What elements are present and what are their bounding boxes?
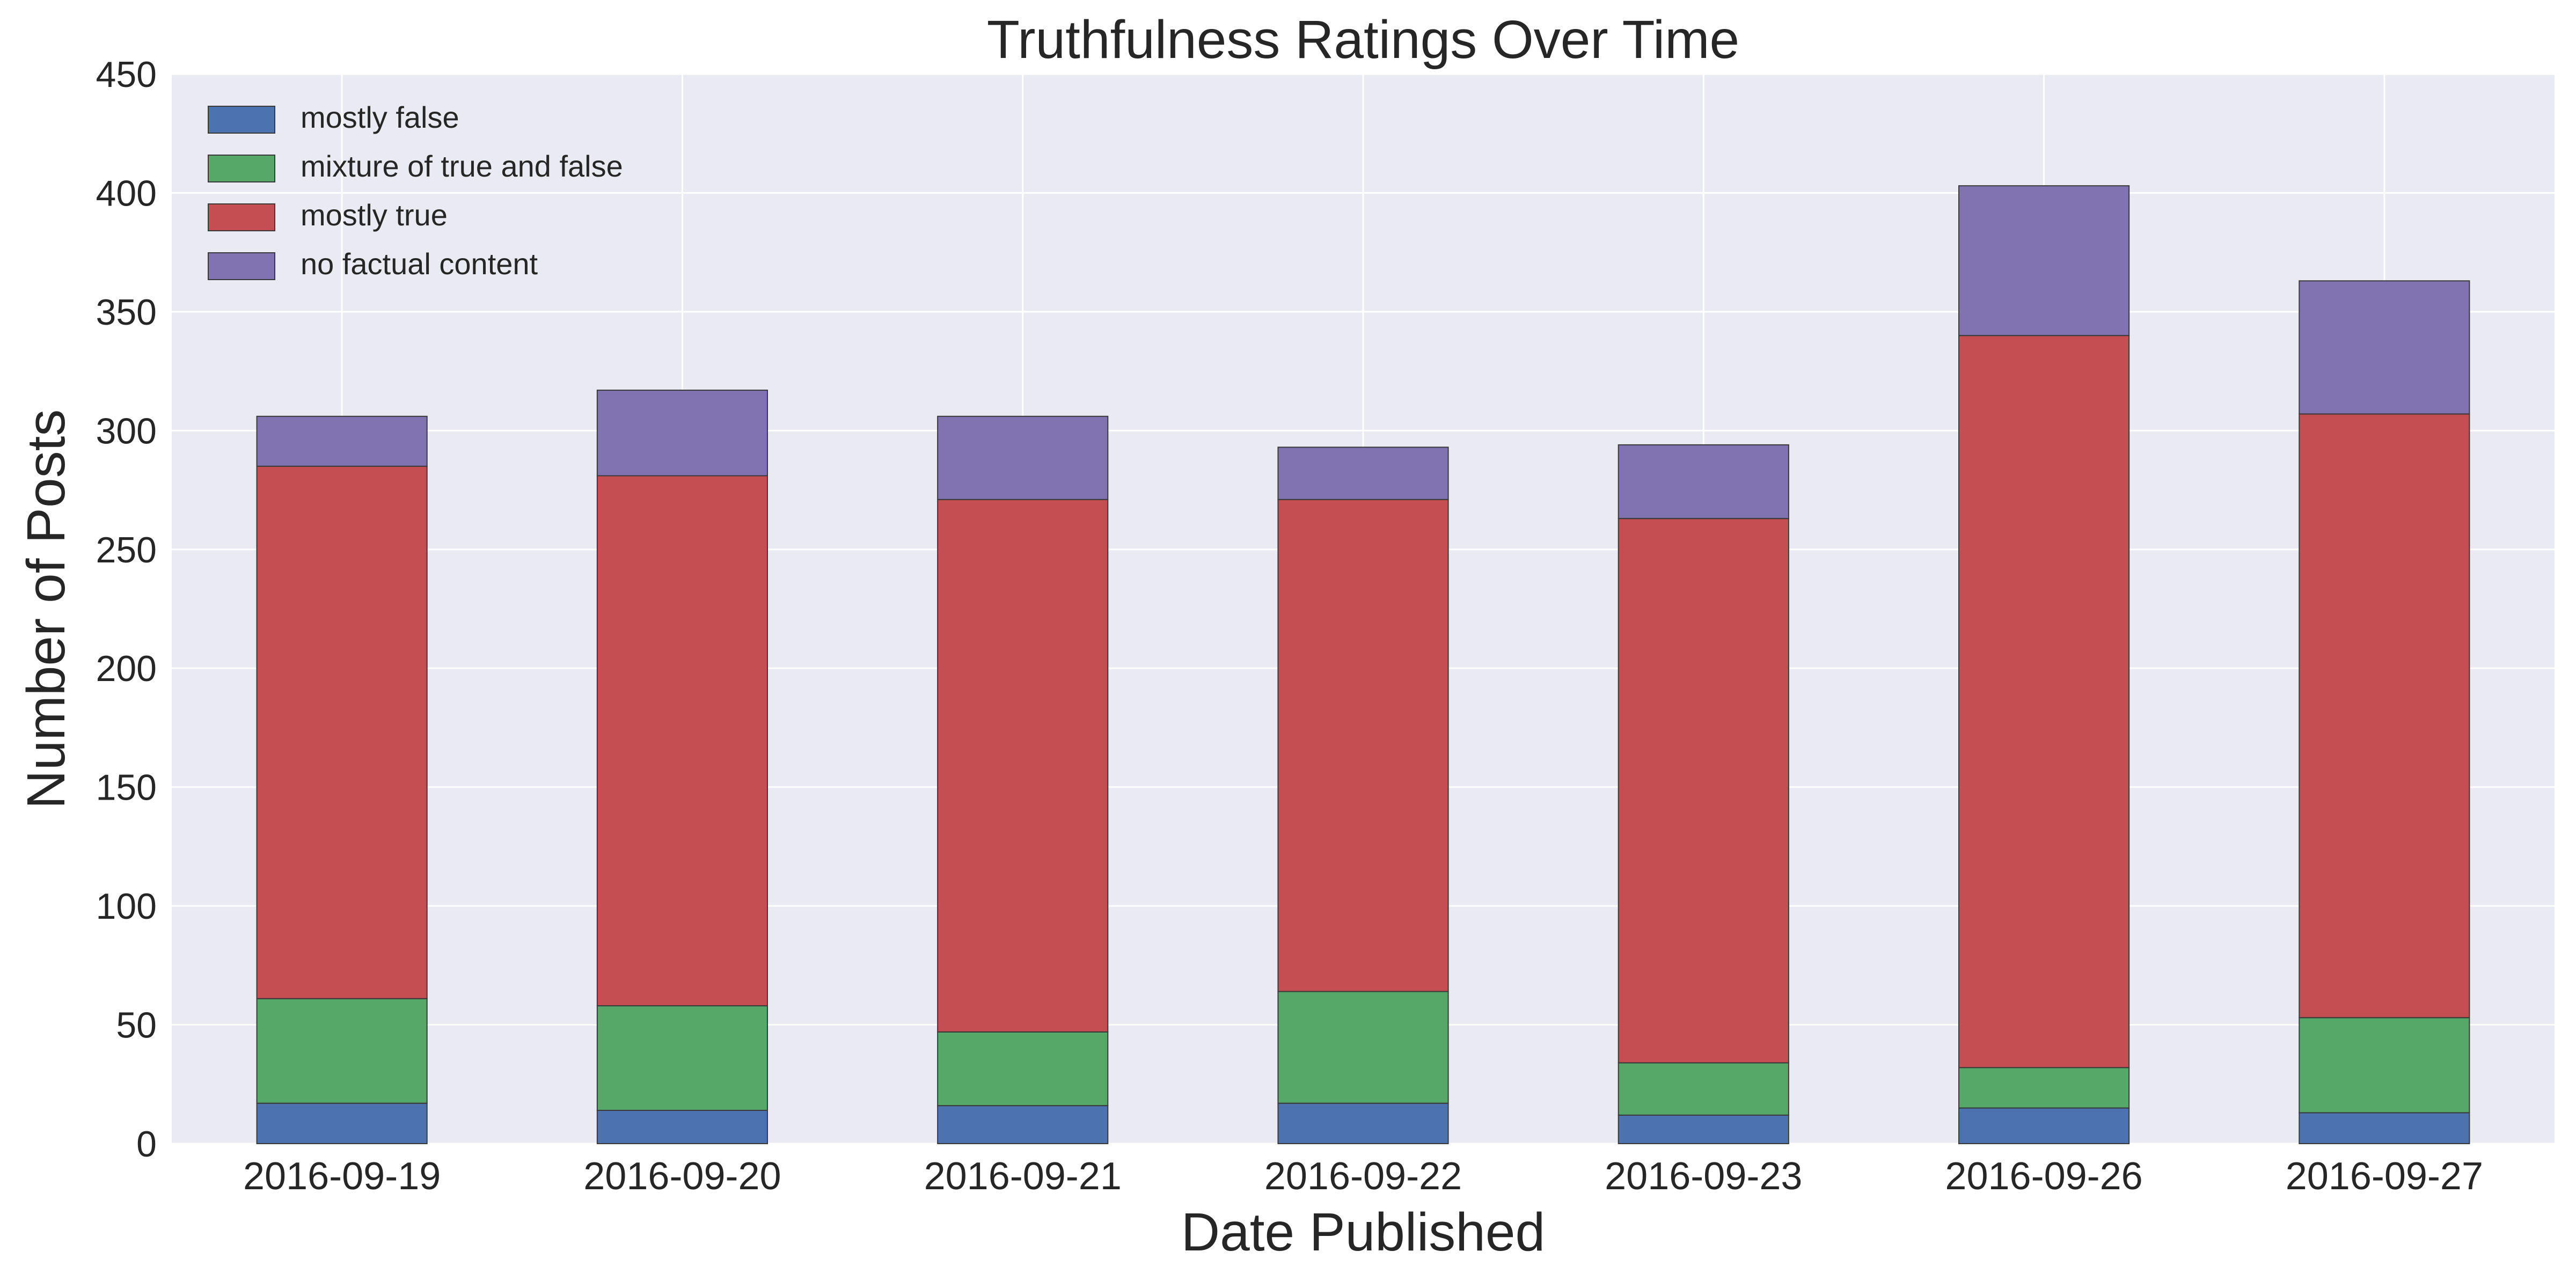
x-tick-label: 2016-09-21 xyxy=(924,1155,1122,1198)
x-tick-label: 2016-09-26 xyxy=(1945,1155,2142,1198)
bar-segment xyxy=(1958,1067,2130,1109)
bar-segment xyxy=(937,1031,1109,1107)
bar-segment xyxy=(596,1109,769,1145)
y-tick-label: 200 xyxy=(96,648,157,689)
bar-segment xyxy=(1277,1102,1449,1145)
y-tick-label: 100 xyxy=(96,886,157,927)
bar-segment xyxy=(596,1005,769,1111)
x-tick-label: 2016-09-19 xyxy=(243,1155,441,1198)
legend-swatch xyxy=(208,203,275,231)
chart-title: Truthfulness Ratings Over Time xyxy=(987,10,1739,70)
bar-segment xyxy=(1618,444,1789,519)
y-axis-label: Number of Posts xyxy=(16,409,76,809)
bar-segment xyxy=(1618,1114,1789,1144)
bar-segment xyxy=(1618,518,1789,1064)
bar-segment xyxy=(1958,335,2130,1069)
bar-segment xyxy=(1958,1107,2130,1144)
y-tick-label: 50 xyxy=(116,1005,157,1046)
bar-segment xyxy=(1277,991,1449,1104)
x-tick-label: 2016-09-27 xyxy=(2286,1155,2483,1198)
legend-label: no factual content xyxy=(301,247,538,281)
legend-swatch xyxy=(208,106,275,134)
y-tick-label: 0 xyxy=(136,1124,157,1165)
bar-segment xyxy=(2299,280,2470,415)
bar-segment xyxy=(1277,499,1449,992)
bar-segment xyxy=(1618,1062,1789,1116)
y-tick-labels: 0 50 100 150 200 250 300 350 400 450 xyxy=(96,54,157,1165)
bar-segment xyxy=(2299,1112,2470,1145)
y-tick-label: 150 xyxy=(96,767,157,808)
bar-segment xyxy=(937,499,1109,1033)
bar-segment xyxy=(256,1102,428,1145)
y-tick-label: 350 xyxy=(96,292,157,333)
bar-segment xyxy=(937,1105,1109,1144)
bar-segment xyxy=(256,465,428,999)
bars xyxy=(256,185,2470,1145)
x-axis-label: Date Published xyxy=(1181,1202,1545,1262)
y-tick-label: 250 xyxy=(96,530,157,570)
bar-segment xyxy=(1277,447,1449,500)
legend-label: mostly false xyxy=(301,100,459,134)
legend-swatch xyxy=(208,155,275,182)
bar-segment xyxy=(2299,413,2470,1019)
legend-label: mixture of true and false xyxy=(301,149,623,183)
bar-segment xyxy=(256,415,428,467)
bar-segment xyxy=(1958,185,2130,336)
y-tick-label: 300 xyxy=(96,411,157,451)
y-tick-label: 400 xyxy=(96,173,157,214)
legend-swatch xyxy=(208,252,275,280)
legend-label: mostly true xyxy=(301,198,448,232)
legend: mostly false mixture of true and false mos… xyxy=(208,100,623,281)
bar-segment xyxy=(596,475,769,1007)
bar-segment xyxy=(596,390,769,477)
bar-segment xyxy=(2299,1017,2470,1114)
x-tick-label: 2016-09-23 xyxy=(1605,1155,1802,1198)
bar-segment xyxy=(256,998,428,1104)
bar-segment xyxy=(937,415,1109,500)
x-tick-label: 2016-09-22 xyxy=(1264,1155,1462,1198)
y-tick-label: 450 xyxy=(96,54,157,95)
x-tick-label: 2016-09-20 xyxy=(583,1155,781,1198)
x-tick-labels: 2016-09-19 2016-09-20 2016-09-21 2016-09-22… xyxy=(243,1155,2483,1198)
